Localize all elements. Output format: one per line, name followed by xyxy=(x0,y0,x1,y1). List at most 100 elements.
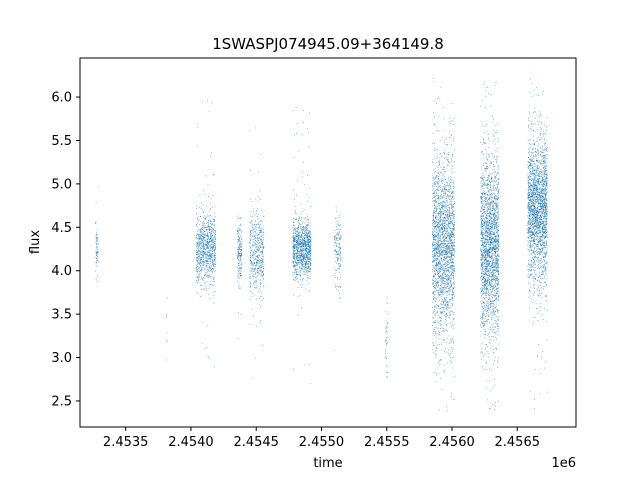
data-point xyxy=(249,234,251,235)
data-point xyxy=(207,255,209,257)
data-point xyxy=(251,271,252,273)
data-point xyxy=(308,241,310,243)
data-point xyxy=(197,282,198,284)
data-point xyxy=(440,214,442,216)
data-point xyxy=(434,207,436,209)
data-point xyxy=(237,256,238,258)
data-point xyxy=(442,189,443,191)
data-point xyxy=(310,232,312,233)
data-point xyxy=(195,267,197,268)
data-point xyxy=(253,245,254,246)
data-point xyxy=(447,217,449,218)
data-point xyxy=(205,219,207,220)
data-point xyxy=(447,251,448,252)
data-point xyxy=(292,264,294,266)
data-point xyxy=(437,182,438,184)
data-point xyxy=(433,81,435,82)
data-point xyxy=(337,223,339,225)
data-point xyxy=(210,235,212,237)
data-point xyxy=(335,237,337,238)
data-point xyxy=(308,249,310,251)
data-point xyxy=(295,248,297,250)
data-point xyxy=(438,198,440,199)
data-point xyxy=(309,263,311,264)
data-point xyxy=(210,243,212,245)
data-point xyxy=(213,295,215,296)
data-point xyxy=(253,234,255,236)
data-point xyxy=(213,243,215,244)
data-point xyxy=(306,240,308,241)
data-point xyxy=(448,183,450,185)
data-point xyxy=(293,252,295,254)
data-point xyxy=(211,276,213,278)
data-point xyxy=(208,196,209,198)
data-point xyxy=(208,247,209,249)
data-point xyxy=(196,248,198,249)
data-point xyxy=(435,263,437,265)
data-point xyxy=(386,343,388,344)
data-point xyxy=(450,220,451,222)
data-point xyxy=(297,262,298,263)
data-point xyxy=(340,235,342,237)
data-point xyxy=(445,233,446,234)
data-point xyxy=(335,235,336,237)
data-point xyxy=(298,239,300,241)
data-point xyxy=(207,240,209,242)
data-point xyxy=(437,213,439,214)
data-point xyxy=(255,240,257,242)
data-point xyxy=(251,238,253,240)
data-point xyxy=(307,234,308,236)
data-point xyxy=(444,230,445,231)
data-point xyxy=(304,269,306,271)
data-point xyxy=(340,238,342,239)
data-point xyxy=(215,239,217,241)
data-point xyxy=(445,316,447,318)
data-point xyxy=(339,238,341,240)
data-point xyxy=(436,289,437,291)
data-point xyxy=(433,254,435,256)
data-point xyxy=(202,265,204,266)
data-point xyxy=(303,239,305,241)
data-point xyxy=(203,230,204,231)
data-point xyxy=(441,245,442,247)
data-point xyxy=(440,210,441,212)
data-point xyxy=(205,206,207,207)
data-point xyxy=(301,250,303,252)
data-point xyxy=(295,244,297,245)
data-point xyxy=(447,315,448,316)
data-point xyxy=(441,304,443,305)
data-point xyxy=(440,220,441,222)
data-point xyxy=(452,249,453,251)
data-point xyxy=(238,282,240,284)
data-point xyxy=(310,276,311,278)
data-point xyxy=(444,278,446,279)
data-point xyxy=(293,228,295,230)
data-point xyxy=(306,239,308,240)
data-point xyxy=(303,161,304,163)
data-point xyxy=(212,268,213,270)
data-point xyxy=(202,267,204,269)
data-point xyxy=(448,226,450,228)
data-point xyxy=(250,216,252,217)
data-point xyxy=(306,257,308,259)
data-point xyxy=(197,277,199,278)
data-point xyxy=(446,304,448,305)
data-point xyxy=(436,215,438,217)
data-point xyxy=(209,297,210,299)
data-point xyxy=(447,227,449,229)
data-point xyxy=(210,228,211,230)
data-point xyxy=(441,211,443,212)
data-point xyxy=(452,349,453,350)
data-point xyxy=(258,226,259,228)
data-point xyxy=(453,160,455,162)
data-point xyxy=(433,217,435,219)
data-point xyxy=(450,176,452,178)
data-point xyxy=(442,205,444,207)
data-point xyxy=(432,255,434,257)
data-point xyxy=(444,141,445,143)
data-point xyxy=(256,284,258,286)
data-point xyxy=(303,122,304,123)
data-point xyxy=(296,244,298,246)
data-point xyxy=(443,230,445,232)
data-point xyxy=(203,244,204,246)
